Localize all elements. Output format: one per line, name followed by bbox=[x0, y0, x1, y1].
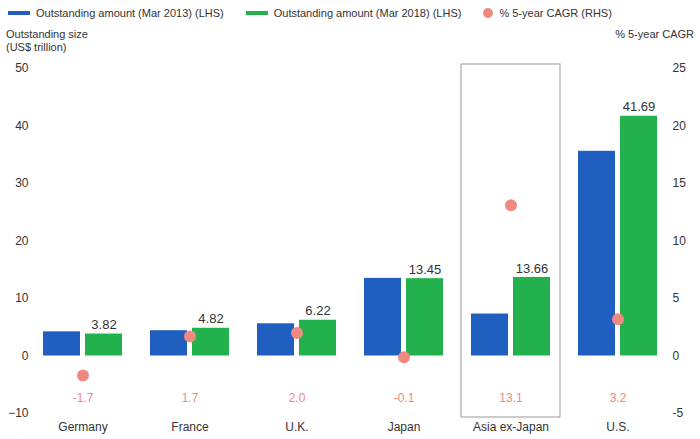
svg-text:13.1: 13.1 bbox=[499, 391, 523, 405]
svg-text:40: 40 bbox=[15, 119, 29, 133]
svg-text:3.82: 3.82 bbox=[91, 317, 116, 332]
svg-text:30: 30 bbox=[15, 176, 29, 190]
svg-text:-5: -5 bbox=[673, 406, 684, 420]
svg-text:5: 5 bbox=[673, 291, 680, 305]
svg-text:−10: −10 bbox=[8, 406, 29, 420]
svg-text:13.66: 13.66 bbox=[516, 261, 549, 276]
svg-text:20: 20 bbox=[15, 234, 29, 248]
svg-text:41.69: 41.69 bbox=[623, 99, 656, 114]
svg-text:6.22: 6.22 bbox=[305, 303, 330, 318]
svg-text:-1.7: -1.7 bbox=[73, 391, 94, 405]
svg-text:France: France bbox=[171, 420, 209, 434]
svg-text:50: 50 bbox=[15, 61, 29, 75]
html-text:Outstanding amount (Mar 2013): Outstanding amount (Mar 2013) (LHS) bbox=[36, 7, 224, 19]
svg-text:1.7: 1.7 bbox=[182, 391, 199, 405]
svg-text:3.2: 3.2 bbox=[610, 391, 627, 405]
svg-text:4.82: 4.82 bbox=[198, 311, 223, 326]
svg-text:10: 10 bbox=[15, 291, 29, 305]
svg-text:25: 25 bbox=[673, 61, 687, 75]
svg-text:Asia ex-Japan: Asia ex-Japan bbox=[473, 420, 549, 434]
svg-text:Japan: Japan bbox=[388, 420, 421, 434]
svg-text:U.K.: U.K. bbox=[285, 420, 308, 434]
svg-text:-0.1: -0.1 bbox=[394, 391, 415, 405]
svg-text:U.S.: U.S. bbox=[606, 420, 629, 434]
svg-text:2.0: 2.0 bbox=[289, 391, 306, 405]
svg-text:10: 10 bbox=[673, 234, 687, 248]
svg-text:Germany: Germany bbox=[58, 420, 107, 434]
svg-text:13.45: 13.45 bbox=[409, 262, 442, 277]
html-text:% 5-year CAGR: % 5-year CAGR bbox=[615, 28, 694, 40]
svg-text:0: 0 bbox=[673, 349, 680, 363]
svg-text:20: 20 bbox=[673, 119, 687, 133]
svg-text:15: 15 bbox=[673, 176, 687, 190]
svg-text:0: 0 bbox=[22, 349, 29, 363]
html-text:Outstanding amount (Mar 2018): Outstanding amount (Mar 2018) (LHS) bbox=[273, 7, 462, 19]
html-text:Outstanding size (US$ trillion: Outstanding size (US$ trillion) bbox=[6, 28, 88, 53]
html-text:% 5-year CAGR (RHS): % 5-year CAGR (RHS) bbox=[499, 7, 612, 19]
